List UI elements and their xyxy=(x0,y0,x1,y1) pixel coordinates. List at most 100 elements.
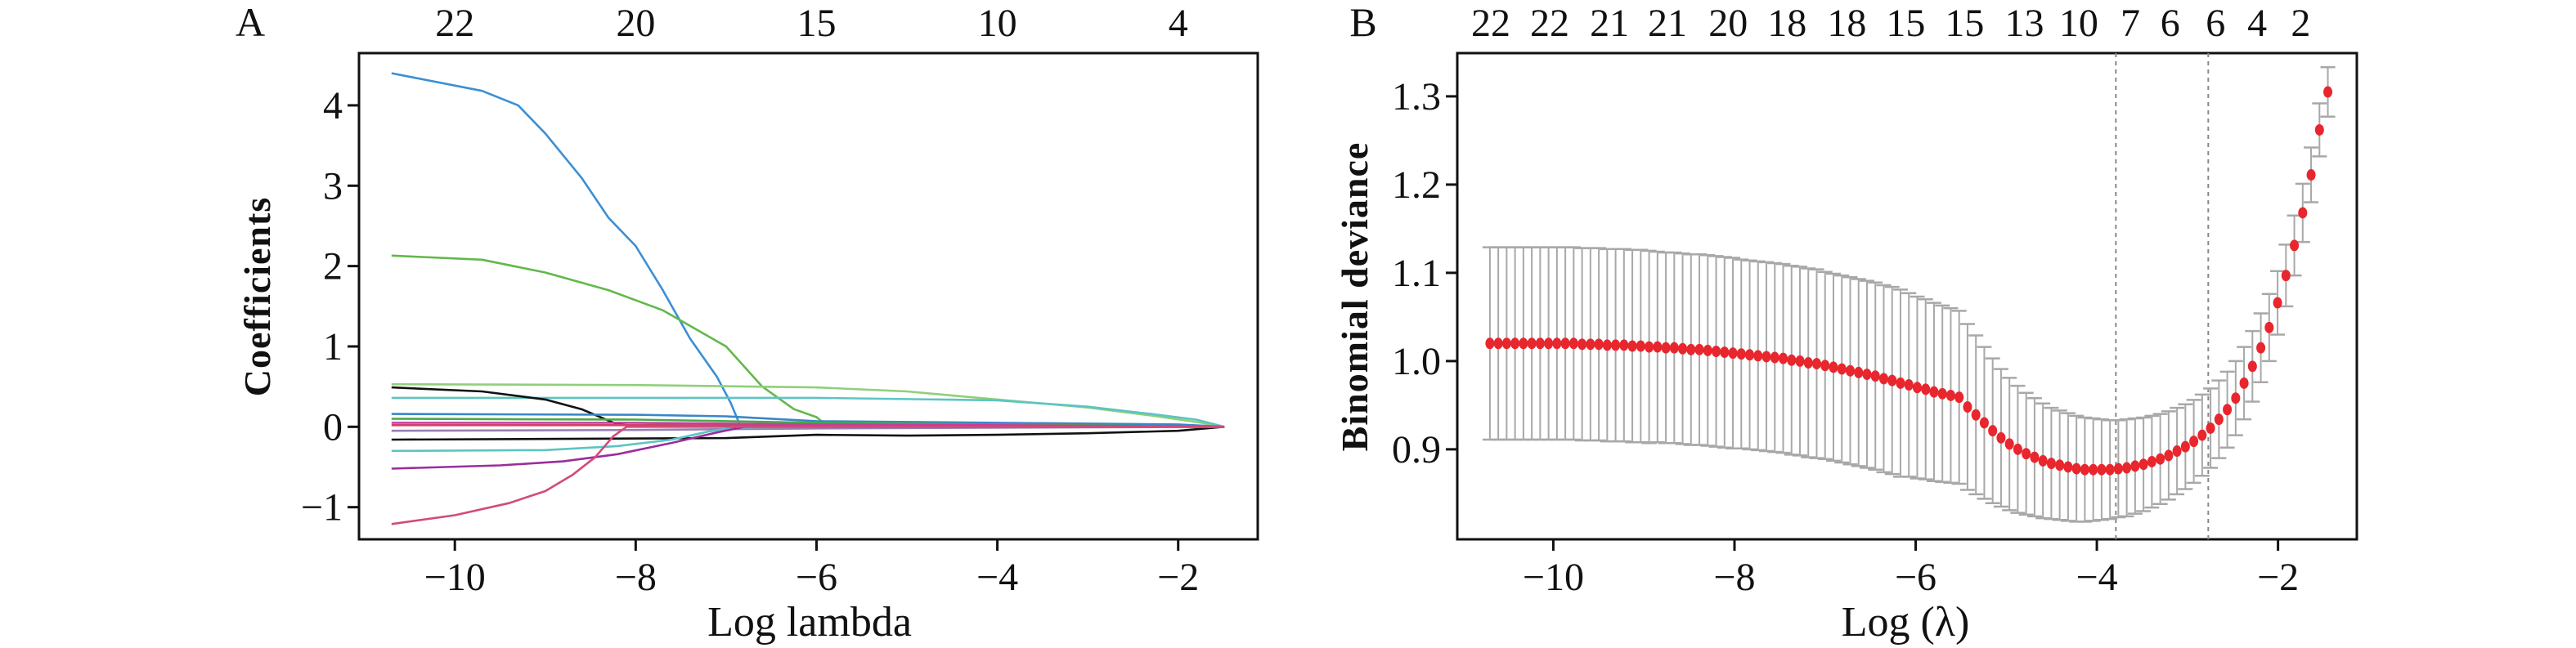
deviance-point xyxy=(1577,338,1587,351)
panel-a-y-tick-label: 4 xyxy=(323,84,343,127)
panel-b-top-axis-label: 18 xyxy=(1767,2,1806,45)
deviance-point xyxy=(1862,369,1872,381)
deviance-point xyxy=(1996,431,2006,444)
deviance-point xyxy=(1904,379,1914,391)
panel-b-plot-frame xyxy=(1456,51,2358,541)
deviance-point xyxy=(1703,344,1712,356)
deviance-point xyxy=(2290,239,2300,252)
deviance-point xyxy=(1971,409,1981,421)
deviance-point xyxy=(1878,373,1888,385)
deviance-point xyxy=(1820,360,1830,372)
panel-b-top-axis-label: 13 xyxy=(2004,2,2044,45)
deviance-point xyxy=(1611,339,1621,351)
deviance-point xyxy=(2264,321,2274,333)
panel-b-top-axis-label: 21 xyxy=(1590,2,1629,45)
panel-b-top-axis-label: 6 xyxy=(2161,2,2180,45)
panel-b-top-axis-label: 7 xyxy=(2120,2,2140,45)
deviance-point xyxy=(1988,425,1998,437)
panel-b-top-axis-label: 21 xyxy=(1648,2,1687,45)
panel-a-x-tick-label: −6 xyxy=(796,556,837,599)
panel-b-y-tick-label: 1.2 xyxy=(1392,163,1441,207)
deviance-point xyxy=(2113,463,2123,475)
deviance-point xyxy=(1745,349,1755,361)
panel-a-y-tick-label: 0 xyxy=(323,405,343,449)
coefficient-path-path-2 xyxy=(391,254,1225,428)
deviance-point xyxy=(2004,438,2014,450)
deviance-point xyxy=(1921,383,1931,396)
deviance-point xyxy=(1770,351,1779,364)
panel-a-y-tick-label: −1 xyxy=(301,486,343,530)
deviance-point xyxy=(1712,345,1721,357)
deviance-point xyxy=(2071,463,2081,475)
deviance-point xyxy=(1627,340,1637,352)
deviance-point xyxy=(1887,374,1897,387)
deviance-point xyxy=(1937,387,1947,400)
coefficient-path-path-14 xyxy=(391,425,1225,525)
deviance-point xyxy=(1568,337,1578,350)
panel-b-top-axis-label: 20 xyxy=(1708,2,1748,45)
deviance-point xyxy=(1519,337,1528,350)
panel-b-y-axis-label: Binomial deviance xyxy=(1334,142,1376,452)
deviance-point xyxy=(2013,443,2022,455)
deviance-point xyxy=(2323,86,2333,98)
deviance-point xyxy=(1694,343,1704,355)
panel-a-plot-frame xyxy=(357,51,1259,541)
deviance-point xyxy=(1854,366,1864,378)
deviance-point xyxy=(1779,352,1788,364)
deviance-point xyxy=(1544,337,1554,350)
deviance-point xyxy=(1669,342,1679,354)
panel-b-y-tick-label: 1.3 xyxy=(1392,75,1441,118)
deviance-point xyxy=(2172,445,2182,458)
deviance-point xyxy=(1963,401,1972,413)
panel-b-top-axis-label: 22 xyxy=(1530,2,1569,45)
deviance-point xyxy=(2038,454,2048,467)
panel-a-x-tick-label: −8 xyxy=(615,556,657,599)
deviance-point xyxy=(1552,337,1562,350)
deviance-point xyxy=(2197,429,2207,441)
deviance-point xyxy=(1896,377,1905,389)
panel-a-top-axis-label: 22 xyxy=(435,2,474,45)
panel-a-top-axis-label: 10 xyxy=(978,2,1017,45)
deviance-point xyxy=(1586,338,1595,351)
coefficient-path-path-4 xyxy=(391,396,1225,428)
deviance-point xyxy=(1653,341,1663,353)
panel-a-y-axis-label: Coefficients xyxy=(236,197,278,396)
deviance-point xyxy=(1619,339,1629,351)
panel-a-y-tick-label: 1 xyxy=(323,325,343,369)
panel-b-top-axis-label: 15 xyxy=(1886,2,1925,45)
panel-b-x-tick-label: −8 xyxy=(1713,556,1755,599)
deviance-point xyxy=(1501,337,1511,350)
deviance-point xyxy=(1837,363,1847,375)
deviance-point xyxy=(1945,389,1955,401)
panel-a-top-axis-label: 20 xyxy=(616,2,655,45)
panel-b-x-tick-label: −2 xyxy=(2257,556,2299,599)
panel-a-x-axis-label: Log lambda xyxy=(707,599,912,646)
deviance-point xyxy=(2273,297,2282,309)
deviance-point xyxy=(2247,360,2257,373)
deviance-point xyxy=(2223,404,2233,416)
deviance-point xyxy=(2164,449,2174,462)
deviance-point xyxy=(1870,370,1880,382)
deviance-point xyxy=(1636,340,1645,352)
panel-b-x-tick-label: −6 xyxy=(1895,556,1936,599)
panel-b-x-axis-label: Log (λ) xyxy=(1842,599,1970,646)
panel-a-top-axis-label: 4 xyxy=(1169,2,1188,45)
deviance-point xyxy=(1812,358,1822,370)
panel-b-top-axis-label: 15 xyxy=(1945,2,1984,45)
panel-a-x-tick-label: −4 xyxy=(976,556,1018,599)
deviance-point xyxy=(1761,351,1771,363)
deviance-point xyxy=(1602,339,1612,351)
panel-b-cv-deviance: B Log (λ) Binomial deviance −10 −8 −6 −4 −2 0… xyxy=(1334,0,2358,646)
deviance-point xyxy=(1728,347,1738,360)
deviance-point xyxy=(2239,377,2249,389)
panel-b-top-axis-label: 6 xyxy=(2206,2,2225,45)
panel-b-y-tick-label: 1.1 xyxy=(1392,252,1441,295)
deviance-point xyxy=(2214,413,2224,426)
deviance-point xyxy=(1979,417,1989,429)
panel-b-x-tick-label: −10 xyxy=(1523,556,1584,599)
panel-a-y-tick-label: 2 xyxy=(323,245,343,288)
deviance-point xyxy=(1753,350,1763,362)
deviance-point xyxy=(1795,355,1805,367)
panel-a-y-tick-label: 3 xyxy=(323,164,343,208)
